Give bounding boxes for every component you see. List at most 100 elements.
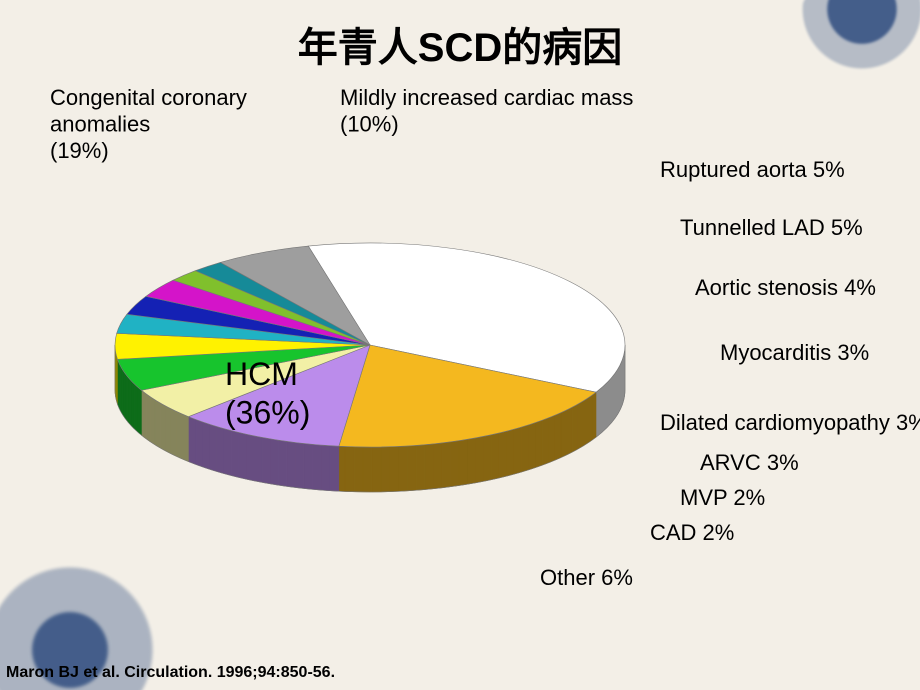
pie-side-cca [528,423,535,470]
pie-side-hcm [617,366,619,414]
pie-side-micm [304,444,313,490]
label-hcm-line0: HCM [225,356,298,392]
pie-side-micm [239,432,247,479]
pie-side-ruptured [155,400,160,448]
pie-side-cca [491,433,499,480]
pie-top [115,243,625,447]
pie-side-tlad [125,374,128,422]
pie-side-cca [507,429,514,476]
slide: 年青人SCD的病因 HCM(36%) Congenital coronaryano… [0,0,920,690]
label-astenos: Aortic stenosis 4% [695,275,876,300]
label-cca-line1: anomalies [50,111,150,136]
pie-side-micm [313,444,322,490]
pie-side-cca [434,443,443,489]
label-mvp: MVP 2% [680,485,765,510]
pie-side-hcm [613,373,616,421]
pie-side-ruptured [142,391,146,439]
label-arvc: ARVC 3% [700,450,799,475]
pie-side-ruptured [146,394,150,442]
pie-side-cca [407,445,416,491]
pie-side-tlad [121,367,123,415]
pie-side-micm [196,420,203,467]
pie-side-micm [231,431,239,478]
pie-side-cca [542,418,548,465]
pie-side-micm [254,436,262,483]
pie-side-hcm [606,380,609,428]
pie-side-cca [416,445,425,491]
pie-side-hcm [610,377,613,425]
pie-side-cca [425,444,434,490]
pie-side-tlad [134,384,138,432]
pie-side-tlad [119,363,121,411]
pie-side-micm [262,437,270,483]
pie-side-ruptured [151,397,156,445]
pie-side-cca [442,442,450,488]
pie-side-cca [339,446,345,491]
pie-side-tlad [138,387,142,435]
pie-side-tlad [123,370,125,418]
pie-side-cca [587,395,592,443]
pie-side-micm [190,417,196,464]
pie-side-micm [246,434,254,481]
pie-side-micm [287,441,295,487]
pie-side-cca [521,425,528,472]
pie-side-cca [390,446,399,491]
pie-side-micm [270,439,278,485]
pie-side-cca [592,392,596,440]
pie-side-cca [514,427,521,474]
scd-pie-chart: HCM(36%) Congenital coronaryanomalies(19%… [0,75,920,635]
pie-side-ruptured [171,409,177,457]
label-micm-line0: Mildly increased cardiac mass [340,85,633,110]
label-dcm: Dilated cardiomyopathy 3% [660,410,920,435]
pie-side-cca [354,447,363,492]
pie-side-cca [555,413,561,461]
pie-side-micm [216,426,223,473]
pie-side-cca [372,447,381,492]
pie-side-cca [567,407,573,455]
label-tlad: Tunnelled LAD 5% [680,215,863,240]
pie-side-cca [561,410,567,458]
pie-side-hcm [596,390,599,438]
label-cad: CAD 2% [650,520,734,545]
pie-side-cca [483,435,491,482]
pie-side-cca [467,438,475,484]
pie-side-cca [345,447,354,492]
pie-side-tlad [131,380,134,428]
pie-side-cca [577,401,582,449]
pie-side-ruptured [182,414,188,462]
pie-side-ruptured [165,406,170,454]
pie-side-micm [321,445,330,491]
pie-side-cca [535,420,542,467]
pie-side-cca [451,441,459,487]
pie-side-micm [203,422,210,469]
label-ruptured: Ruptured aorta 5% [660,157,845,182]
pie-side-hcm [599,386,603,434]
citation-text: Maron BJ et al. Circulation. 1996;94:850… [6,664,335,682]
slide-title: 年青人SCD的病因 [0,15,920,73]
pie-side-cca [499,431,507,478]
pie-side-micm [279,440,287,486]
pie-side-cca [548,415,554,463]
pie-side-hcm [615,370,617,418]
label-cca-line0: Congenital coronary [50,85,247,110]
pie-side-micm [209,424,216,471]
label-other: Other 6% [540,565,633,590]
pie-side-hcm [603,383,606,431]
pie-side-micm [224,429,231,476]
pie-side-micm [295,443,304,489]
pie-side-cca [475,436,483,483]
pie-side-cca [572,404,577,452]
pie-side-ruptured [160,403,165,451]
label-micm-line1: (10%) [340,111,399,136]
pie-side-hcm [619,363,621,411]
pie-side-micm [330,446,339,491]
label-hcm-line1: (36%) [225,394,310,430]
pie-side-cca [582,398,587,446]
pie-side-cca [363,447,372,492]
label-cca-line2: (19%) [50,138,109,163]
pie-side-cca [459,439,467,485]
label-myocard: Myocarditis 3% [720,340,869,365]
pie-side-cca [381,447,390,492]
pie-side-ruptured [176,411,182,459]
pie-side-cca [399,446,408,491]
